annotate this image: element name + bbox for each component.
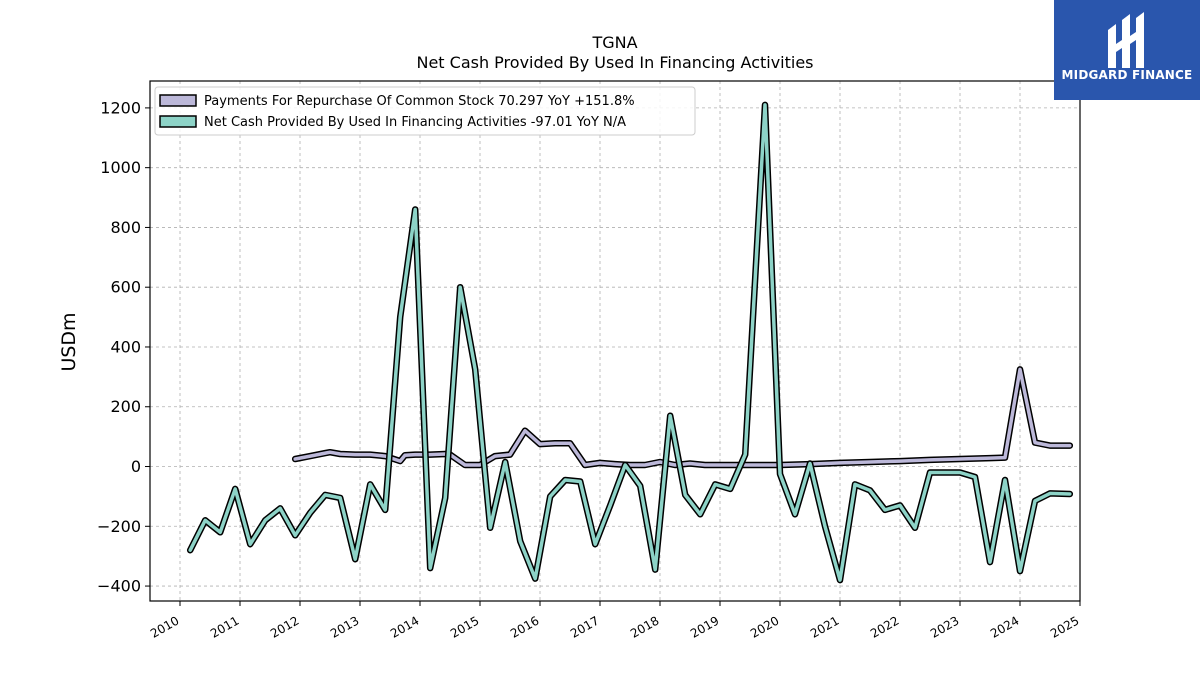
plot-frame	[149, 80, 1081, 602]
x-tick-label: 2011	[208, 613, 241, 640]
logo-text: MIDGARD FINANCE	[1061, 68, 1193, 82]
series-line-repurchase	[293, 367, 1072, 467]
legend-label-financing: Net Cash Provided By Used In Financing A…	[204, 115, 626, 130]
y-tick-label: 1000	[100, 158, 141, 177]
legend-swatch-repurchase	[159, 94, 197, 107]
y-axis-label: USDm	[58, 312, 80, 371]
y-tick-label: −200	[97, 517, 141, 536]
y-tick-label: 1200	[100, 98, 141, 117]
chart-subtitle: Net Cash Provided By Used In Financing A…	[416, 53, 813, 72]
x-tick-label: 2014	[388, 613, 421, 640]
x-tick-label: 2016	[508, 613, 541, 640]
series-outline-repurchase	[291, 366, 1074, 469]
y-tick-label: 600	[110, 278, 141, 297]
x-tick-label: 2020	[748, 613, 781, 640]
x-tick-label: 2025	[1048, 613, 1081, 640]
legend-box	[154, 86, 696, 136]
y-tick-label: 0	[131, 457, 141, 476]
x-tick-label: 2017	[568, 613, 601, 640]
y-tick-label: 400	[110, 337, 141, 356]
x-tick-label: 2013	[328, 613, 361, 640]
legend-label-repurchase: Payments For Repurchase Of Common Stock …	[204, 94, 635, 109]
legend-swatch-financing	[159, 115, 197, 128]
legend: Payments For Repurchase Of Common Stock …	[154, 86, 696, 136]
x-axis: 2010 2011 2012 2013 2014 2015 2016 2017 2018 2019…	[148, 601, 1082, 641]
x-tick-label: 2015	[448, 613, 481, 640]
y-axis: −400 −200 0 200 400 600 800 1000 1200	[97, 98, 150, 596]
x-tick-label: 2024	[988, 613, 1021, 640]
x-tick-label: 2021	[808, 613, 841, 640]
x-tick-label: 2018	[628, 613, 661, 640]
logo-mark-icon	[1108, 12, 1144, 68]
x-tick-label: 2022	[868, 613, 901, 640]
series-outline-financing	[186, 101, 1074, 584]
y-tick-label: 200	[110, 397, 141, 416]
x-tick-label: 2012	[268, 613, 301, 640]
y-tick-label: −400	[97, 577, 141, 596]
chart-title: TGNA	[591, 33, 637, 52]
y-tick-label: 800	[110, 218, 141, 237]
series-line-financing	[188, 103, 1072, 582]
x-tick-label: 2019	[688, 613, 721, 640]
x-tick-label: 2010	[148, 613, 181, 640]
series-lines	[186, 101, 1074, 584]
midgard-finance-logo: MIDGARD FINANCE	[1054, 0, 1200, 100]
x-tick-label: 2023	[928, 613, 961, 640]
